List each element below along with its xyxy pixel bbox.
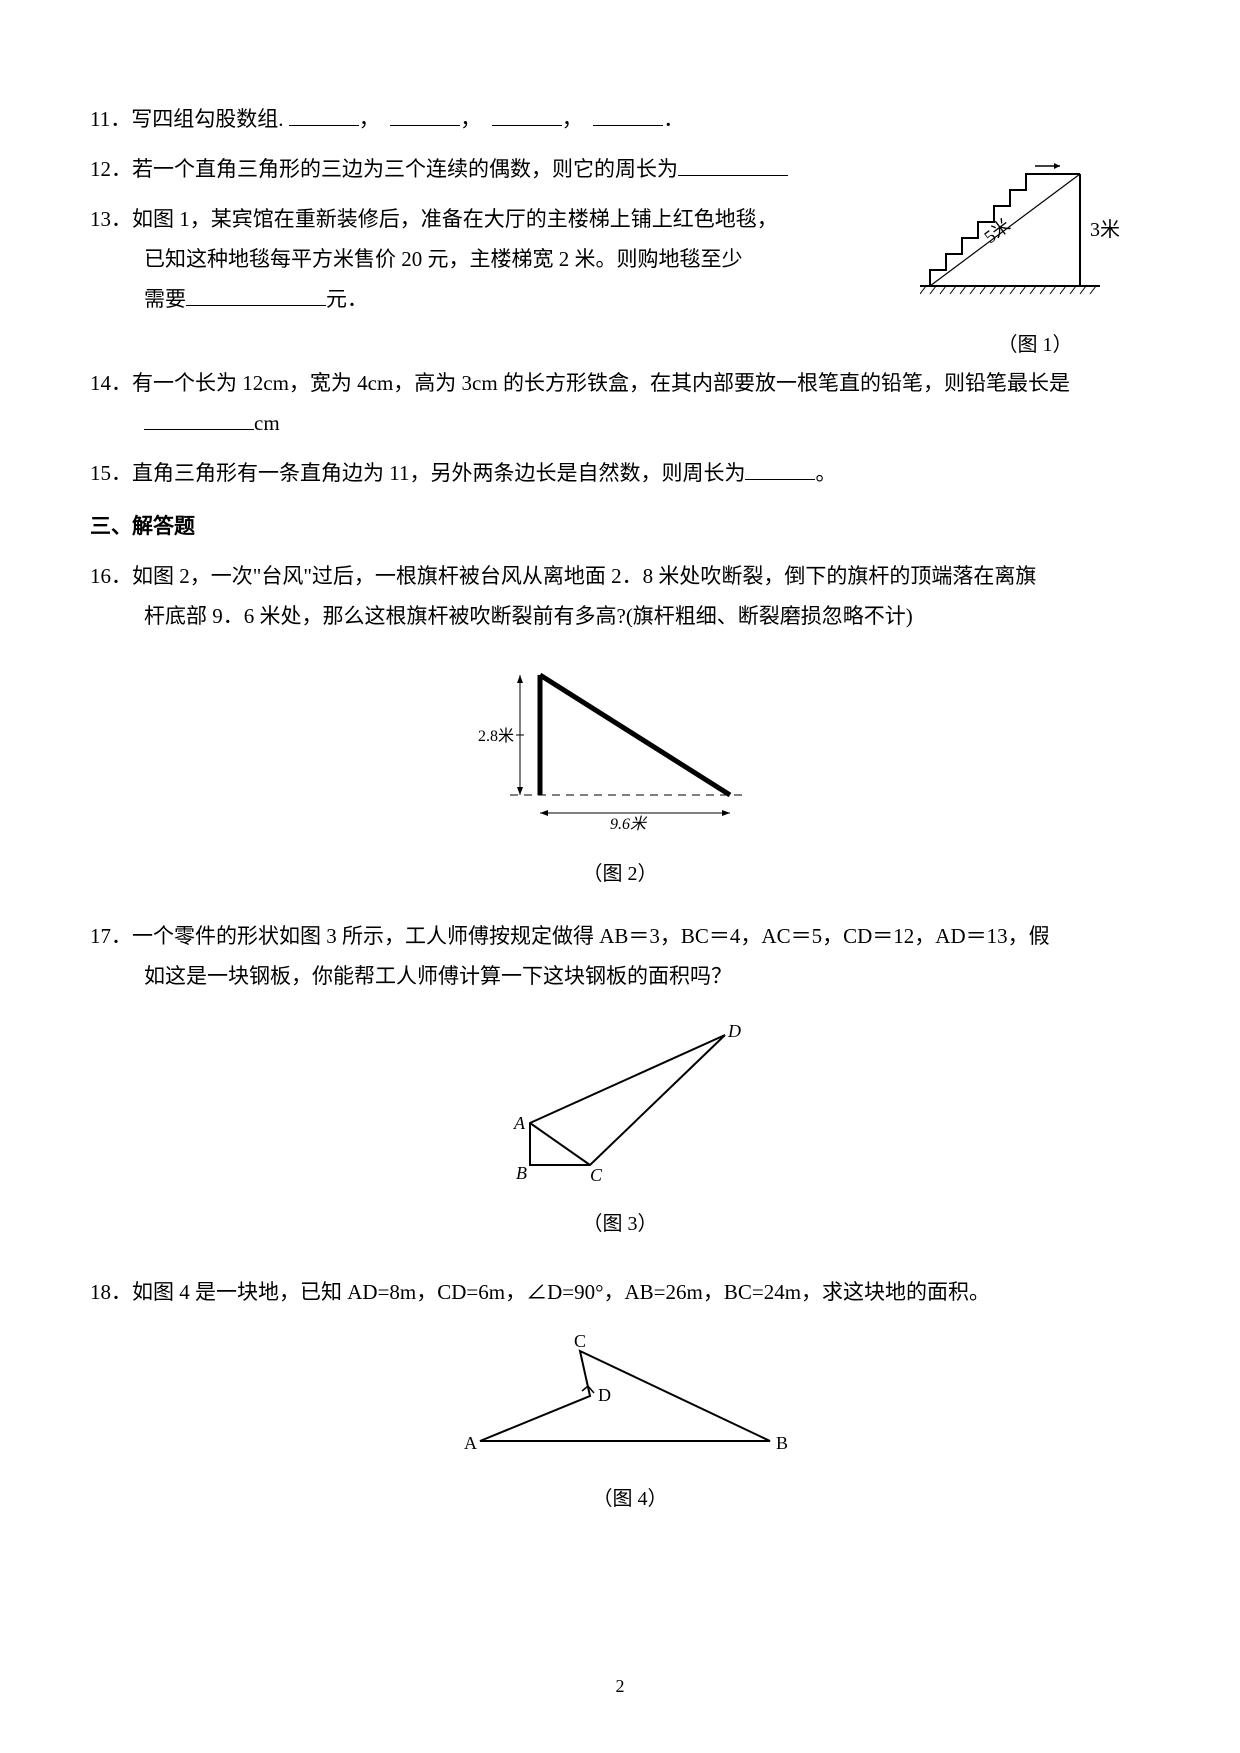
blank (186, 282, 326, 305)
figure-3-steel: A B C D (490, 1015, 750, 1185)
fig3-D: D (727, 1021, 741, 1041)
blank (593, 103, 663, 126)
q14-text: 有一个长为 12cm，宽为 4cm，高为 3cm 的长方形铁盒，在其内部要放一根… (132, 371, 1070, 395)
q11-text: 写四组勾股数组. (131, 107, 283, 131)
q18-num: 18． (90, 1280, 132, 1304)
fig2-v-label: 2.8米 (478, 727, 514, 745)
q15-num: 15． (90, 461, 132, 485)
q13-line3b: 元． (326, 287, 368, 311)
q13-line2: 已知这种地毯每平方米售价 20 元，主楼梯宽 2 米。则购地毯至少 (144, 247, 743, 271)
q11-num: 11． (90, 107, 131, 131)
figure-1-stairs: 5米 3米 (920, 156, 1140, 306)
fig4-A: A (464, 1433, 477, 1453)
figure-3-caption: （图 3） (90, 1205, 1150, 1243)
question-16: 16．如图 2，一次"台风"过后，一根旗杆被台风从离地面 2．8 米处吹断裂，倒… (90, 557, 1150, 637)
q18-text: 如图 4 是一块地，已知 AD=8m，CD=6m，∠D=90°，AB=26m，B… (132, 1280, 990, 1304)
fig2-h-label: 9.6米 (610, 815, 648, 833)
q17-line1: 一个零件的形状如图 3 所示，工人师傅按规定做得 AB＝3，BC＝4，AC＝5，… (132, 924, 1050, 948)
question-18: 18．如图 4 是一块地，已知 AD=8m，CD=6m，∠D=90°，AB=26… (90, 1273, 1150, 1313)
fig3-A: A (513, 1113, 526, 1133)
blank (144, 407, 254, 430)
question-13: 13．如图 1，某宾馆在重新装修后，准备在大厅的主楼梯上铺上红色地毯， 已知这种… (90, 200, 920, 320)
q12-q13-row: 12．若一个直角三角形的三边为三个连续的偶数，则它的周长为 13．如图 1，某宾… (90, 150, 1150, 364)
fig4-B: B (776, 1433, 788, 1453)
section-3-title: 三、解答题 (90, 507, 1150, 547)
fig1-height-label: 3米 (1090, 218, 1120, 241)
question-17: 17．一个零件的形状如图 3 所示，工人师傅按规定做得 AB＝3，BC＝4，AC… (90, 917, 1150, 997)
q13-line1: 如图 1，某宾馆在重新装修后，准备在大厅的主楼梯上铺上红色地毯， (132, 207, 778, 231)
fig1-slope-label: 5米 (980, 215, 1014, 247)
q12-num: 12． (90, 157, 132, 181)
figure-4-land: A B C D (450, 1331, 810, 1461)
q16-line2: 杆底部 9．6 米处，那么这根旗杆被吹断裂前有多高?(旗杆粗细、断裂磨损忽略不计… (144, 604, 913, 628)
q13-num: 13． (90, 207, 132, 231)
fig4-D: D (598, 1385, 611, 1405)
q16-line1: 如图 2，一次"台风"过后，一根旗杆被台风从离地面 2．8 米处吹断裂，倒下的旗… (132, 564, 1036, 588)
q17-num: 17． (90, 924, 132, 948)
blank (678, 153, 788, 176)
page-number: 2 (0, 1669, 1240, 1703)
q16-num: 16． (90, 564, 132, 588)
q15-text-b: 。 (815, 461, 836, 485)
q14-num: 14． (90, 371, 132, 395)
fig3-C: C (590, 1165, 603, 1185)
q12-text: 若一个直角三角形的三边为三个连续的偶数，则它的周长为 (132, 157, 678, 181)
question-11: 11．写四组勾股数组. ， ， ， ． (90, 100, 1150, 140)
figure-2-caption: （图 2） (90, 855, 1150, 893)
q15-text-a: 直角三角形有一条直角边为 11，另外两条边长是自然数，则周长为 (132, 461, 745, 485)
figure-2-flagpole: 2.8米 9.6米 (470, 655, 770, 835)
question-12: 12．若一个直角三角形的三边为三个连续的偶数，则它的周长为 (90, 150, 920, 190)
blank (492, 103, 562, 126)
question-15: 15．直角三角形有一条直角边为 11，另外两条边长是自然数，则周长为 。 (90, 454, 1150, 494)
blank (390, 103, 460, 126)
q13-line3a: 需要 (144, 287, 186, 311)
fig4-C: C (574, 1331, 586, 1351)
fig3-B: B (516, 1163, 527, 1183)
blank (289, 103, 359, 126)
q17-line2: 如这是一块钢板，你能帮工人师傅计算一下这块钢板的面积吗？ (144, 964, 732, 988)
figure-4-caption: （图 4） (450, 1480, 810, 1518)
figure-1-caption: （图 1） (920, 326, 1150, 364)
blank (745, 456, 815, 479)
q14-unit: cm (254, 411, 280, 435)
question-14: 14．有一个长为 12cm，宽为 4cm，高为 3cm 的长方形铁盒，在其内部要… (90, 364, 1150, 444)
